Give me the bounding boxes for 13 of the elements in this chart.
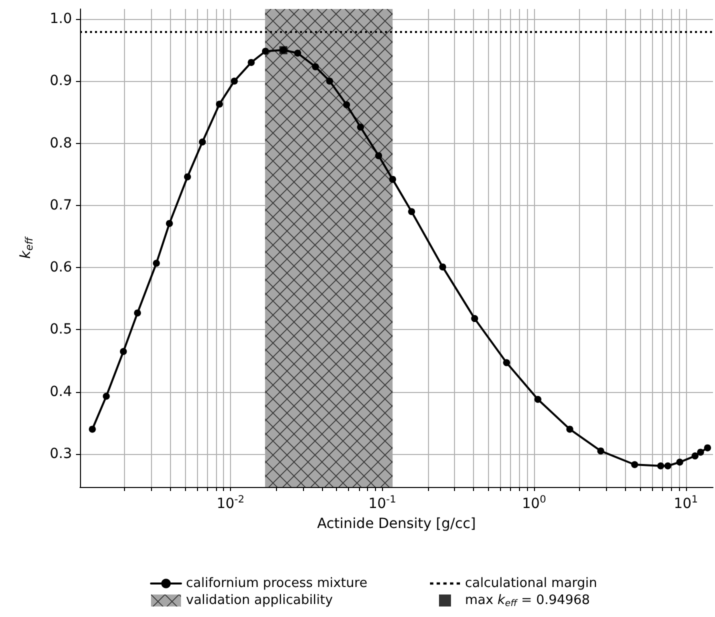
y-tick-label: 0.9 [50, 73, 72, 90]
legend-label: validation applicability [186, 593, 334, 608]
y-axis-title: keff [18, 235, 36, 259]
legend-label: californium process mixture [186, 576, 368, 591]
y-tick-label: 0.3 [50, 446, 72, 462]
legend-label: calculational margin [465, 576, 598, 591]
y-tick-label: 0.7 [50, 197, 72, 214]
x-axis-title: Actinide Density [g/cc] [317, 516, 476, 532]
y-tick-label: 0.5 [50, 322, 72, 338]
y-tick-label: 0.8 [50, 135, 72, 152]
y-tick-label: 1.0 [50, 10, 72, 27]
y-tick-label: 0.6 [50, 260, 72, 276]
y-tick-label: 0.4 [50, 384, 72, 400]
